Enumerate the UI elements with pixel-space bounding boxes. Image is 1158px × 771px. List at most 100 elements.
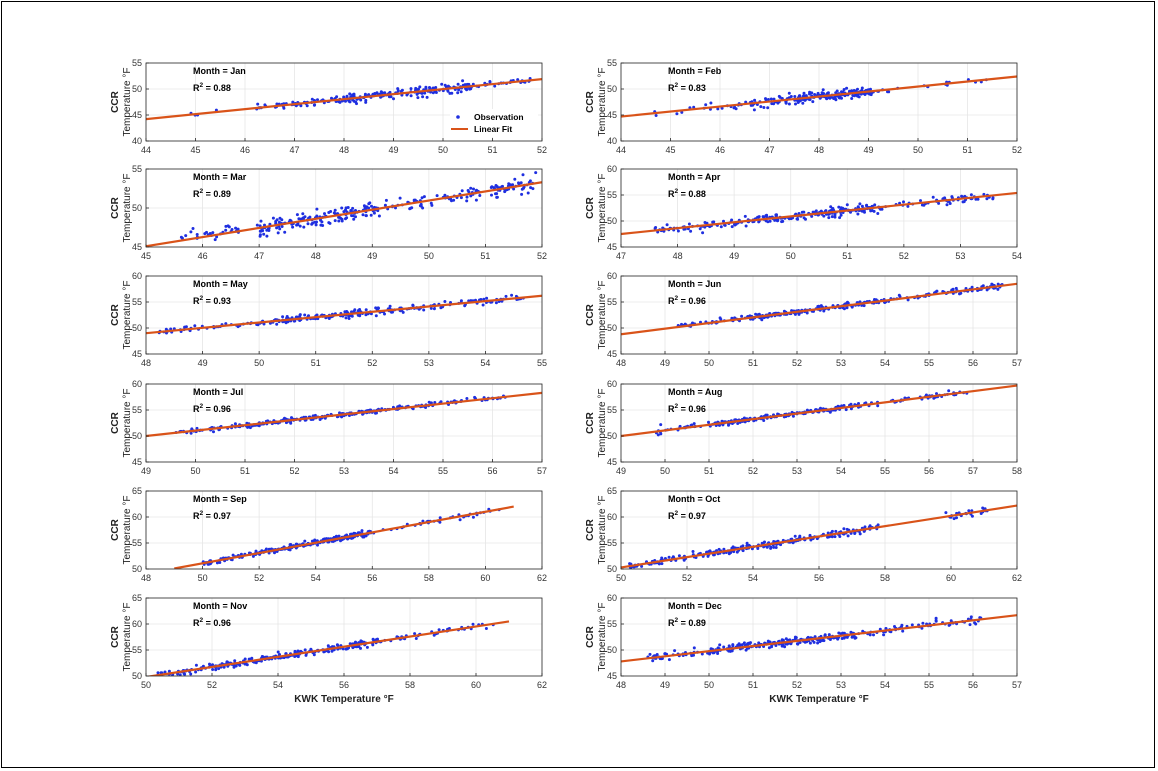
month-label: Month = Feb: [668, 66, 722, 76]
observation-point: [985, 288, 989, 292]
observation-point: [816, 91, 820, 95]
observation-point: [222, 665, 226, 669]
x-tick-label: 51: [480, 251, 490, 261]
x-tick-label: 55: [438, 466, 448, 476]
month-label: Month = Oct: [668, 494, 720, 504]
y-tick-label: 50: [132, 431, 142, 441]
chart-panel: 49 50 51 52 53 54 55 56 57 58 45 50 55 60 Month = Aug R…: [585, 379, 1022, 476]
observation-point: [469, 186, 473, 190]
observation-point: [816, 641, 820, 645]
x-tick-label: 54: [388, 466, 398, 476]
x-tick-label: 53: [424, 358, 434, 368]
observation-point: [501, 184, 504, 188]
observation-point: [443, 193, 447, 197]
x-tick-label: 52: [1012, 145, 1022, 155]
observation-point: [787, 102, 791, 106]
y-tick-label: 55: [607, 58, 617, 68]
x-tick-label: 50: [254, 358, 264, 368]
chart-panel: 50 52 54 56 58 60 62 50 55 60 65 Month = Nov R2 = 0.…: [110, 593, 547, 705]
y-tick-label: 55: [607, 190, 617, 200]
observation-point: [802, 216, 806, 220]
observation-point: [333, 219, 337, 223]
observation-point: [365, 645, 369, 649]
r-squared-label: R2 = 0.96: [193, 617, 231, 628]
y-axis-label-line1: CCR: [110, 196, 121, 218]
observation-point: [969, 615, 973, 619]
x-tick-label: 50: [198, 573, 208, 583]
observation-point: [774, 644, 778, 647]
observation-point: [377, 214, 381, 218]
observation-point: [534, 171, 538, 175]
observation-point: [399, 89, 403, 93]
observation-point: [372, 211, 376, 215]
y-tick-label: 60: [607, 593, 617, 603]
observation-point: [305, 104, 309, 108]
observation-point: [233, 659, 237, 663]
observation-point: [776, 219, 780, 223]
x-tick-label: 58: [405, 680, 415, 690]
observation-point: [234, 664, 238, 668]
observation-point: [194, 663, 198, 667]
y-axis-label-line2: Temperature °F: [597, 602, 608, 671]
linear-fit-line: [621, 614, 1017, 663]
observation-point: [996, 287, 1000, 291]
x-tick-label: 46: [198, 251, 208, 261]
observation-point: [416, 96, 420, 100]
y-tick-label: 60: [607, 512, 617, 522]
linear-fit-line: [146, 391, 542, 438]
y-tick-label: 55: [132, 164, 142, 174]
month-label: Month = Nov: [193, 601, 247, 611]
linear-fit-line: [621, 504, 1017, 569]
observation-point: [793, 637, 797, 641]
observation-point: [837, 205, 841, 209]
x-tick-label: 51: [962, 145, 972, 155]
plot-area: [146, 491, 542, 569]
observation-point: [333, 208, 337, 212]
observation-point: [863, 210, 866, 214]
y-tick-label: 50: [607, 645, 617, 655]
observation-point: [744, 224, 748, 228]
observation-point: [456, 82, 460, 86]
plot-area: [621, 169, 1017, 247]
observation-point: [985, 197, 989, 201]
r-squared-label: R2 = 0.88: [193, 82, 231, 93]
y-axis-label-line2: Temperature °F: [122, 173, 133, 242]
observation-point: [271, 216, 275, 220]
x-tick-label: 60: [946, 573, 956, 583]
observation-point: [383, 312, 386, 316]
observation-point: [959, 291, 963, 295]
observation-point: [869, 209, 873, 213]
observation-point: [834, 91, 838, 95]
observation-point: [824, 209, 828, 213]
observation-point: [463, 304, 467, 308]
x-axis-label: KWK Temperature °F: [769, 694, 868, 705]
observation-point: [769, 97, 773, 101]
observation-point: [230, 228, 234, 231]
observation-point: [163, 670, 167, 674]
observation-point: [839, 213, 843, 217]
y-tick-label: 55: [132, 645, 142, 655]
observation-point: [311, 221, 314, 225]
observation-point: [520, 192, 524, 196]
month-label: Month = Jul: [193, 387, 243, 397]
observation-point: [740, 314, 744, 318]
observation-point: [421, 206, 425, 210]
observation-point: [409, 206, 413, 210]
observation-point: [430, 203, 434, 207]
observation-point: [834, 529, 838, 533]
observation-point: [361, 213, 365, 217]
observation-point: [709, 101, 713, 105]
y-tick-label: 50: [132, 671, 142, 681]
observation-point: [830, 529, 834, 533]
observation-point: [660, 556, 664, 560]
observation-point: [628, 562, 632, 566]
observation-point: [845, 306, 849, 310]
observation-point: [217, 667, 221, 671]
y-axis-label-line2: Temperature °F: [122, 495, 133, 564]
x-tick-label: 56: [339, 680, 349, 690]
observation-point: [844, 408, 848, 412]
x-tick-label: 54: [880, 358, 890, 368]
observation-point: [339, 216, 343, 220]
observation-point: [398, 404, 402, 408]
observation-point: [278, 227, 282, 231]
